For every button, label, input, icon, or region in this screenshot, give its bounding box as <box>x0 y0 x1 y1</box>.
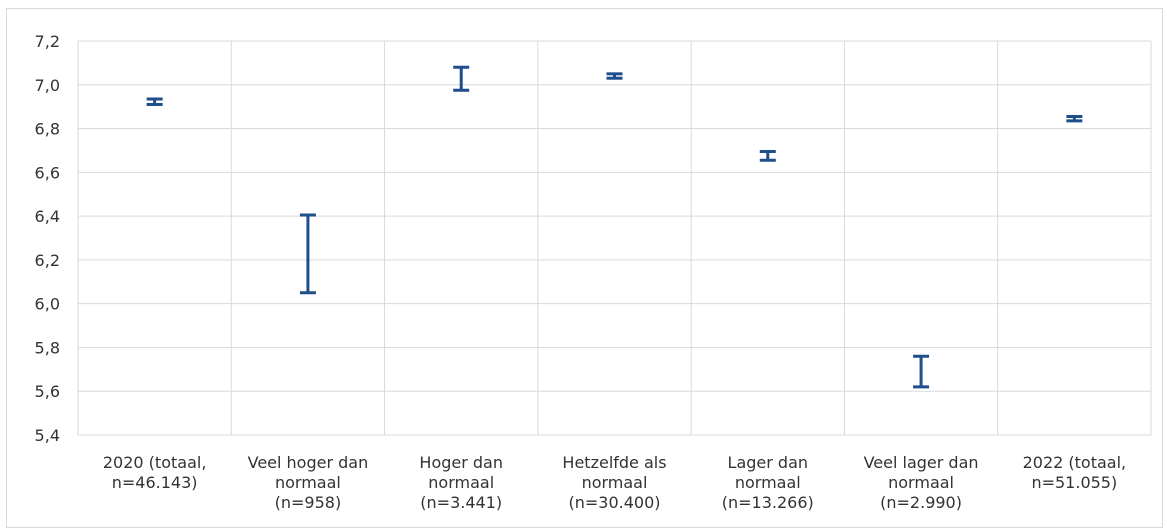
x-category-label-line: n=46.143) <box>112 473 198 492</box>
y-tick-label: 6,2 <box>35 251 60 270</box>
x-category-label-line: 2020 (totaal, <box>103 453 207 472</box>
x-category-label-line: Lager dan <box>728 453 808 472</box>
y-tick-label: 6,0 <box>35 295 60 314</box>
x-category-label-line: normaal <box>275 473 341 492</box>
y-tick-label: 6,6 <box>35 163 60 182</box>
y-tick-label: 6,8 <box>35 120 60 139</box>
error-bar <box>759 150 776 162</box>
error-bar <box>913 354 930 389</box>
x-axis-category-labels: 2020 (totaal, n=46.143)Veel hoger dan norm… <box>103 453 1126 512</box>
x-category-label-line: (n=3.441) <box>420 493 502 512</box>
x-category-label: Hoger dan normaal (n=3.441) <box>419 453 503 512</box>
x-category-label-line: Hetzelfde als <box>562 453 666 472</box>
error-bar <box>1066 115 1083 123</box>
error-bar <box>606 72 623 80</box>
x-category-label: 2020 (totaal, n=46.143) <box>103 453 207 492</box>
x-category-label-line: (n=958) <box>275 493 342 512</box>
error-bar <box>146 97 163 106</box>
y-tick-label: 5,6 <box>35 382 60 401</box>
x-category-label-line: normaal <box>888 473 954 492</box>
y-axis-tick-labels: 7,2 7,0 6,8 6,6 6,4 6,2 6,0 5,8 5,6 5,4 <box>35 32 60 445</box>
x-category-label-line: Hoger dan <box>419 453 503 472</box>
x-category-label-line: Veel lager dan <box>864 453 979 472</box>
error-bar <box>453 65 470 92</box>
x-category-label-line: (n=30.400) <box>568 493 660 512</box>
gridlines <box>77 40 1152 436</box>
x-category-label: Veel lager dan normaal (n=2.990) <box>864 453 979 512</box>
error-bar <box>299 213 316 295</box>
x-category-label: Veel hoger dan normaal (n=958) <box>248 453 369 512</box>
x-category-label: 2022 (totaal, n=51.055) <box>1023 453 1127 492</box>
x-category-label-line: Veel hoger dan <box>248 453 369 472</box>
x-category-label: Lager dan normaal (n=13.266) <box>722 453 814 512</box>
x-category-label-line: normaal <box>735 473 801 492</box>
y-tick-label: 7,0 <box>35 76 60 95</box>
y-tick-label: 6,4 <box>35 207 60 226</box>
x-category-label-line: 2022 (totaal, <box>1023 453 1127 472</box>
x-category-label-line: n=51.055) <box>1031 473 1117 492</box>
y-tick-label: 5,4 <box>35 426 60 445</box>
chart-frame <box>6 8 1163 528</box>
y-tick-label: 7,2 <box>35 32 60 51</box>
x-category-label-line: normaal <box>428 473 494 492</box>
y-tick-label: 5,8 <box>35 338 60 357</box>
x-category-label-line: (n=2.990) <box>880 493 962 512</box>
error-bars <box>146 65 1083 389</box>
x-category-label-line: normaal <box>582 473 648 492</box>
x-category-label: Hetzelfde als normaal (n=30.400) <box>562 453 666 512</box>
x-category-label-line: (n=13.266) <box>722 493 814 512</box>
